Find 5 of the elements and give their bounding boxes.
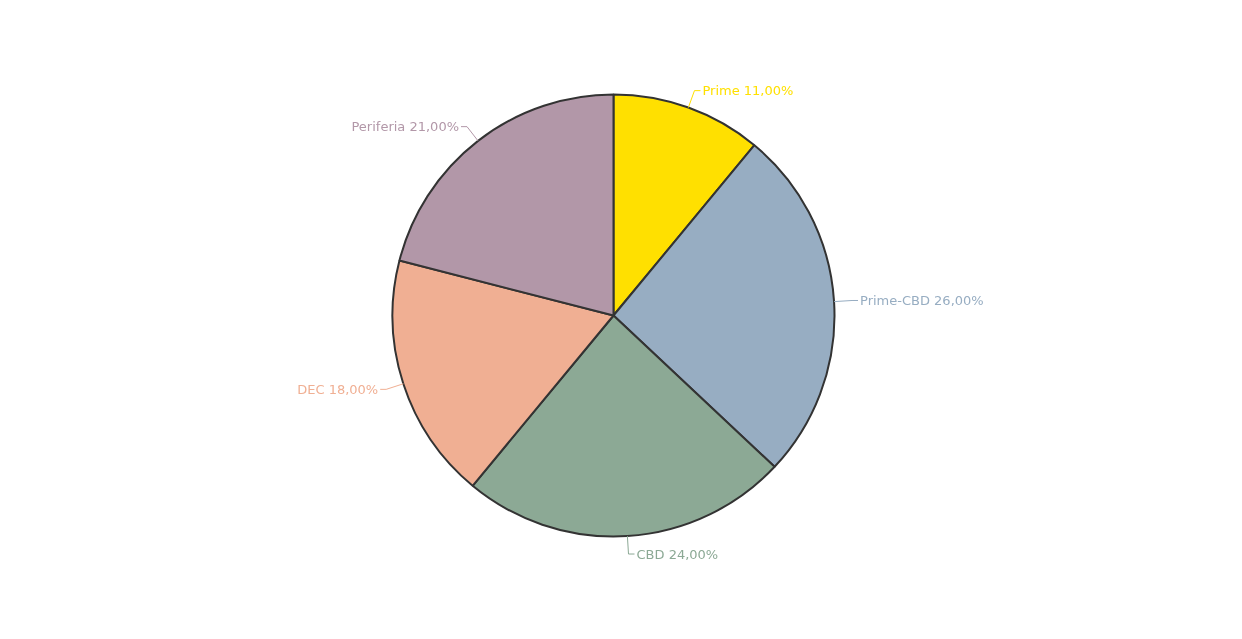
slice-label: CBD 24,00%	[636, 546, 719, 562]
slice-label: DEC 18,00%	[297, 381, 379, 397]
slice-label: Periferia 21,00%	[351, 119, 460, 135]
slice-label: Prime 11,00%	[702, 83, 794, 99]
slice-label: Prime-CBD 26,00%	[860, 292, 984, 308]
